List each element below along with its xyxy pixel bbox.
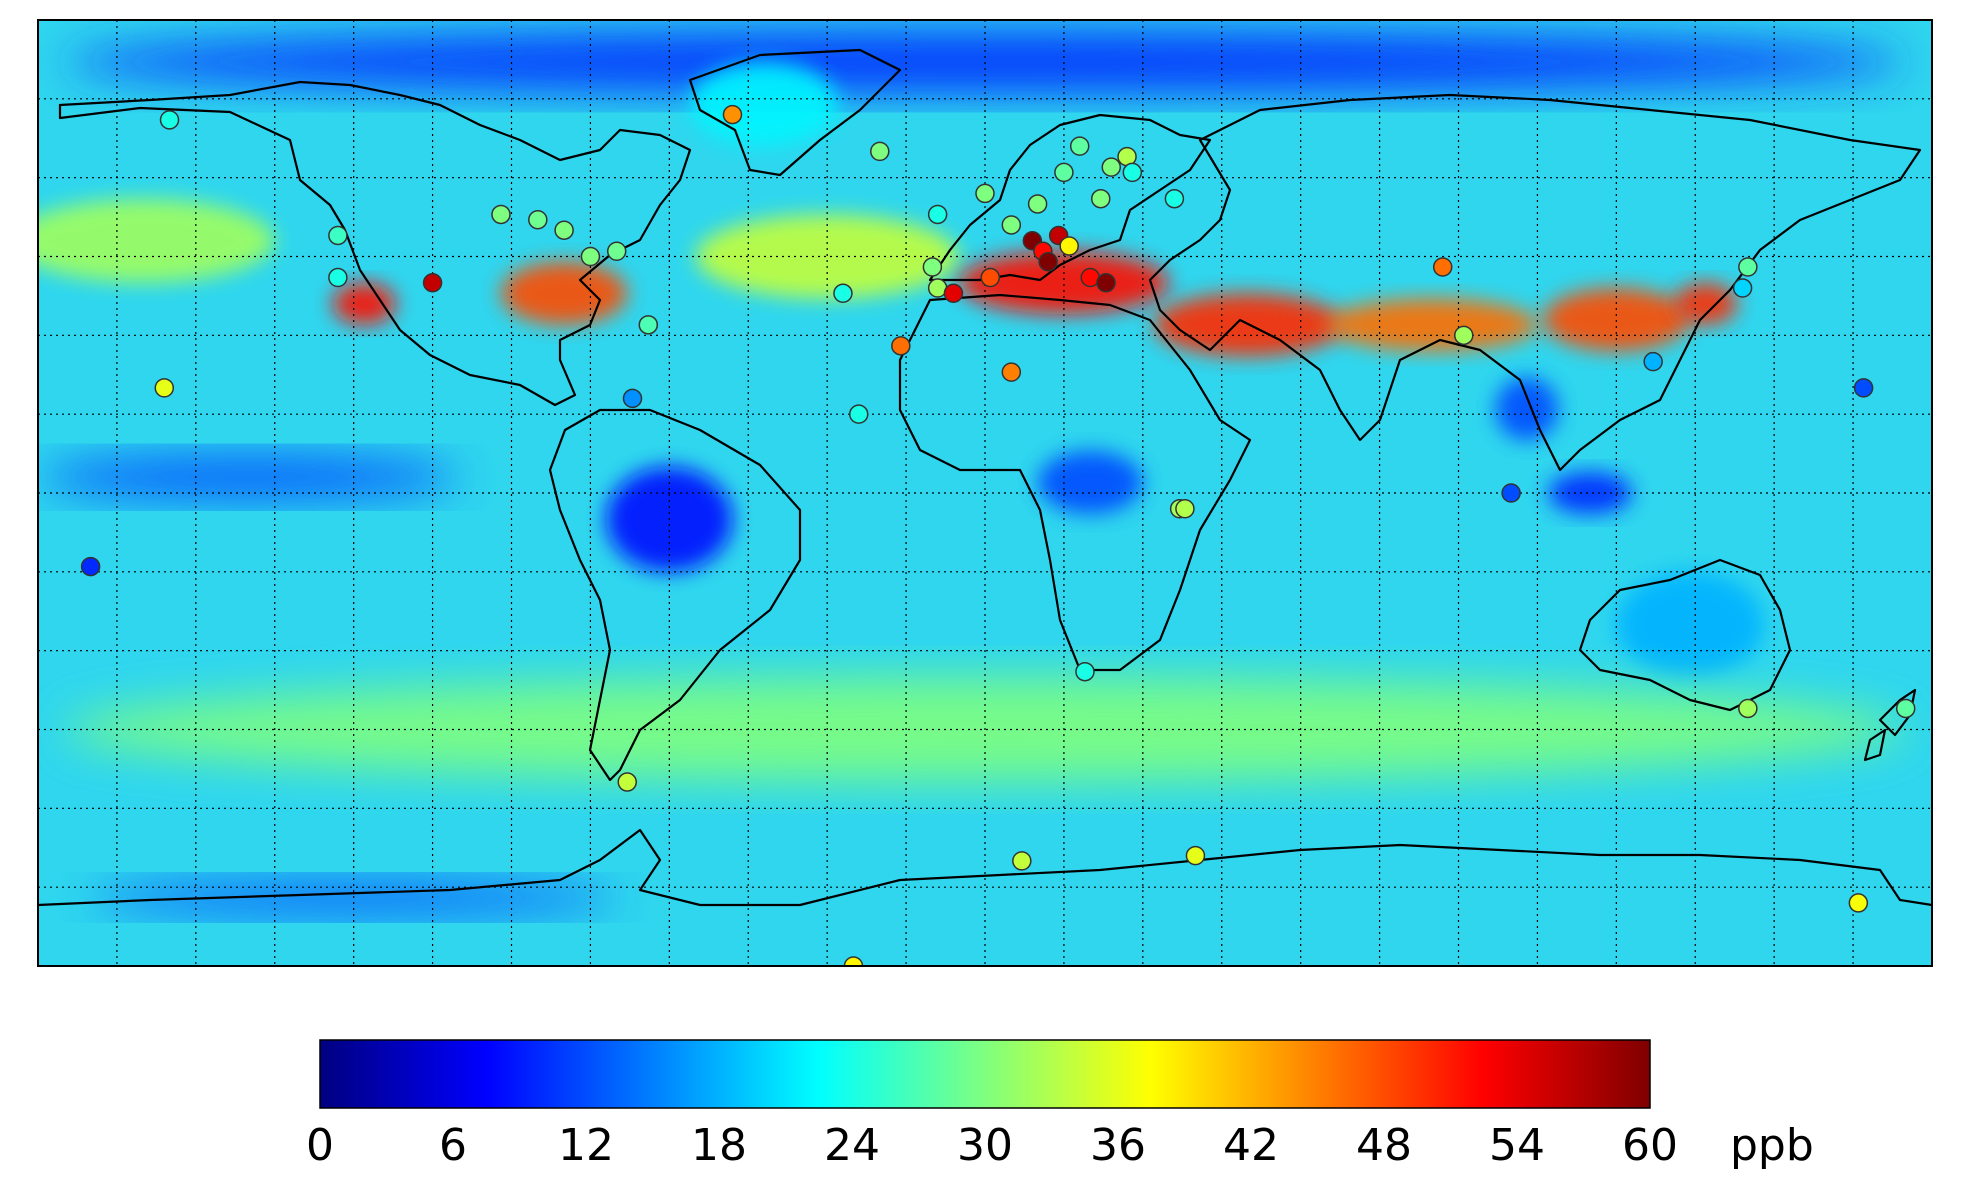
station-marker[interactable] xyxy=(843,956,864,975)
colorbar-unit-label: ppb xyxy=(1730,1120,1814,1171)
station-marker[interactable] xyxy=(491,204,511,225)
station-marker[interactable] xyxy=(1454,325,1474,346)
station-marker[interactable] xyxy=(1075,661,1095,682)
station-marker[interactable] xyxy=(1738,257,1758,277)
station-markers xyxy=(80,104,1916,975)
station-marker[interactable] xyxy=(1001,362,1022,382)
station-marker[interactable] xyxy=(848,404,869,424)
colorbar-tick-label: 18 xyxy=(691,1120,747,1171)
field-tropical-pacific-low xyxy=(38,456,459,499)
colorbar-tick-label: 12 xyxy=(558,1120,614,1171)
station-marker[interactable] xyxy=(927,204,948,225)
coast-asia xyxy=(1148,93,1922,472)
station-marker[interactable] xyxy=(1848,893,1869,913)
colorbar-gradient xyxy=(319,1039,1651,1109)
colorbar-tick-label: 24 xyxy=(824,1120,880,1171)
colorbar-ticks: 0 6 12 18 24 30 36 42 48 54 60 xyxy=(306,1120,1678,1171)
station-marker[interactable] xyxy=(1012,851,1032,871)
colorbar-tick-label: 0 xyxy=(306,1120,334,1171)
station-marker[interactable] xyxy=(328,267,348,288)
station-marker[interactable] xyxy=(975,183,995,204)
station-marker[interactable] xyxy=(1175,499,1195,519)
field-central-africa-low xyxy=(1037,450,1143,515)
station-marker[interactable] xyxy=(1738,698,1758,719)
field-north-pacific xyxy=(38,198,275,283)
map-panel xyxy=(38,20,1932,975)
field-maritime-low xyxy=(1547,471,1633,515)
station-marker[interactable] xyxy=(1732,278,1753,298)
station-marker[interactable] xyxy=(891,336,911,356)
coast-north-america xyxy=(58,80,692,407)
station-marker[interactable] xyxy=(1090,188,1111,209)
station-marker[interactable] xyxy=(922,257,943,277)
station-marker[interactable] xyxy=(1122,162,1143,183)
field-north-atlantic xyxy=(695,214,959,299)
station-marker[interactable] xyxy=(159,110,180,130)
colorbar-tick-label: 42 xyxy=(1223,1120,1279,1171)
coastlines xyxy=(38,48,1932,907)
station-marker[interactable] xyxy=(638,315,659,335)
coast-australia xyxy=(1578,558,1792,712)
station-marker[interactable] xyxy=(980,267,1001,288)
station-marker[interactable] xyxy=(1059,236,1079,256)
concentration-field xyxy=(38,30,1906,914)
field-greenland xyxy=(690,62,838,147)
map-frame xyxy=(37,19,1933,967)
station-marker[interactable] xyxy=(1054,162,1074,183)
station-marker[interactable] xyxy=(622,388,643,409)
station-marker[interactable] xyxy=(606,241,627,261)
station-marker[interactable] xyxy=(1185,845,1206,866)
colorbar-tick-label: 6 xyxy=(439,1120,467,1171)
station-marker[interactable] xyxy=(1895,698,1916,719)
colorbar-tick-label: 48 xyxy=(1356,1120,1412,1171)
station-marker[interactable] xyxy=(528,209,548,230)
colorbar-tick-label: 54 xyxy=(1489,1120,1545,1171)
colorbar-tick-label: 36 xyxy=(1090,1120,1146,1171)
station-marker[interactable] xyxy=(617,772,637,792)
station-marker[interactable] xyxy=(1501,483,1521,503)
coast-antarctica xyxy=(38,828,1932,907)
station-marker[interactable] xyxy=(1069,136,1090,156)
coast-europe xyxy=(928,113,1212,282)
field-se-asia-low xyxy=(1495,377,1559,441)
station-marker[interactable] xyxy=(833,283,853,304)
station-marker[interactable] xyxy=(1643,351,1663,372)
station-marker[interactable] xyxy=(1164,188,1185,209)
station-marker[interactable] xyxy=(154,378,175,398)
station-marker[interactable] xyxy=(1027,194,1048,214)
station-marker[interactable] xyxy=(1096,273,1116,293)
field-us-west xyxy=(332,282,396,325)
colorbar-tick-label: 30 xyxy=(957,1120,1013,1171)
field-us-east xyxy=(500,261,628,325)
coast-africa xyxy=(898,293,1252,672)
station-marker[interactable] xyxy=(1001,215,1022,235)
field-mediterranean xyxy=(958,251,1170,315)
station-marker[interactable] xyxy=(80,556,101,577)
station-marker[interactable] xyxy=(1038,252,1058,272)
station-marker[interactable] xyxy=(870,141,890,162)
colorbar: 0 6 12 18 24 30 36 42 48 54 60 ppb xyxy=(306,1039,1814,1171)
station-marker[interactable] xyxy=(1101,157,1122,177)
field-australia xyxy=(1616,571,1764,677)
field-south-asia-belt xyxy=(1326,298,1538,352)
field-japan xyxy=(1674,282,1738,325)
station-marker[interactable] xyxy=(1432,257,1453,277)
station-marker[interactable] xyxy=(554,220,574,240)
station-marker[interactable] xyxy=(722,104,743,125)
colorbar-tick-label: 60 xyxy=(1622,1120,1678,1171)
station-marker[interactable] xyxy=(943,283,964,304)
station-marker[interactable] xyxy=(422,273,443,293)
station-marker[interactable] xyxy=(580,246,601,267)
graticule xyxy=(38,20,1932,966)
station-marker[interactable] xyxy=(328,225,348,246)
station-marker[interactable] xyxy=(1853,378,1874,398)
